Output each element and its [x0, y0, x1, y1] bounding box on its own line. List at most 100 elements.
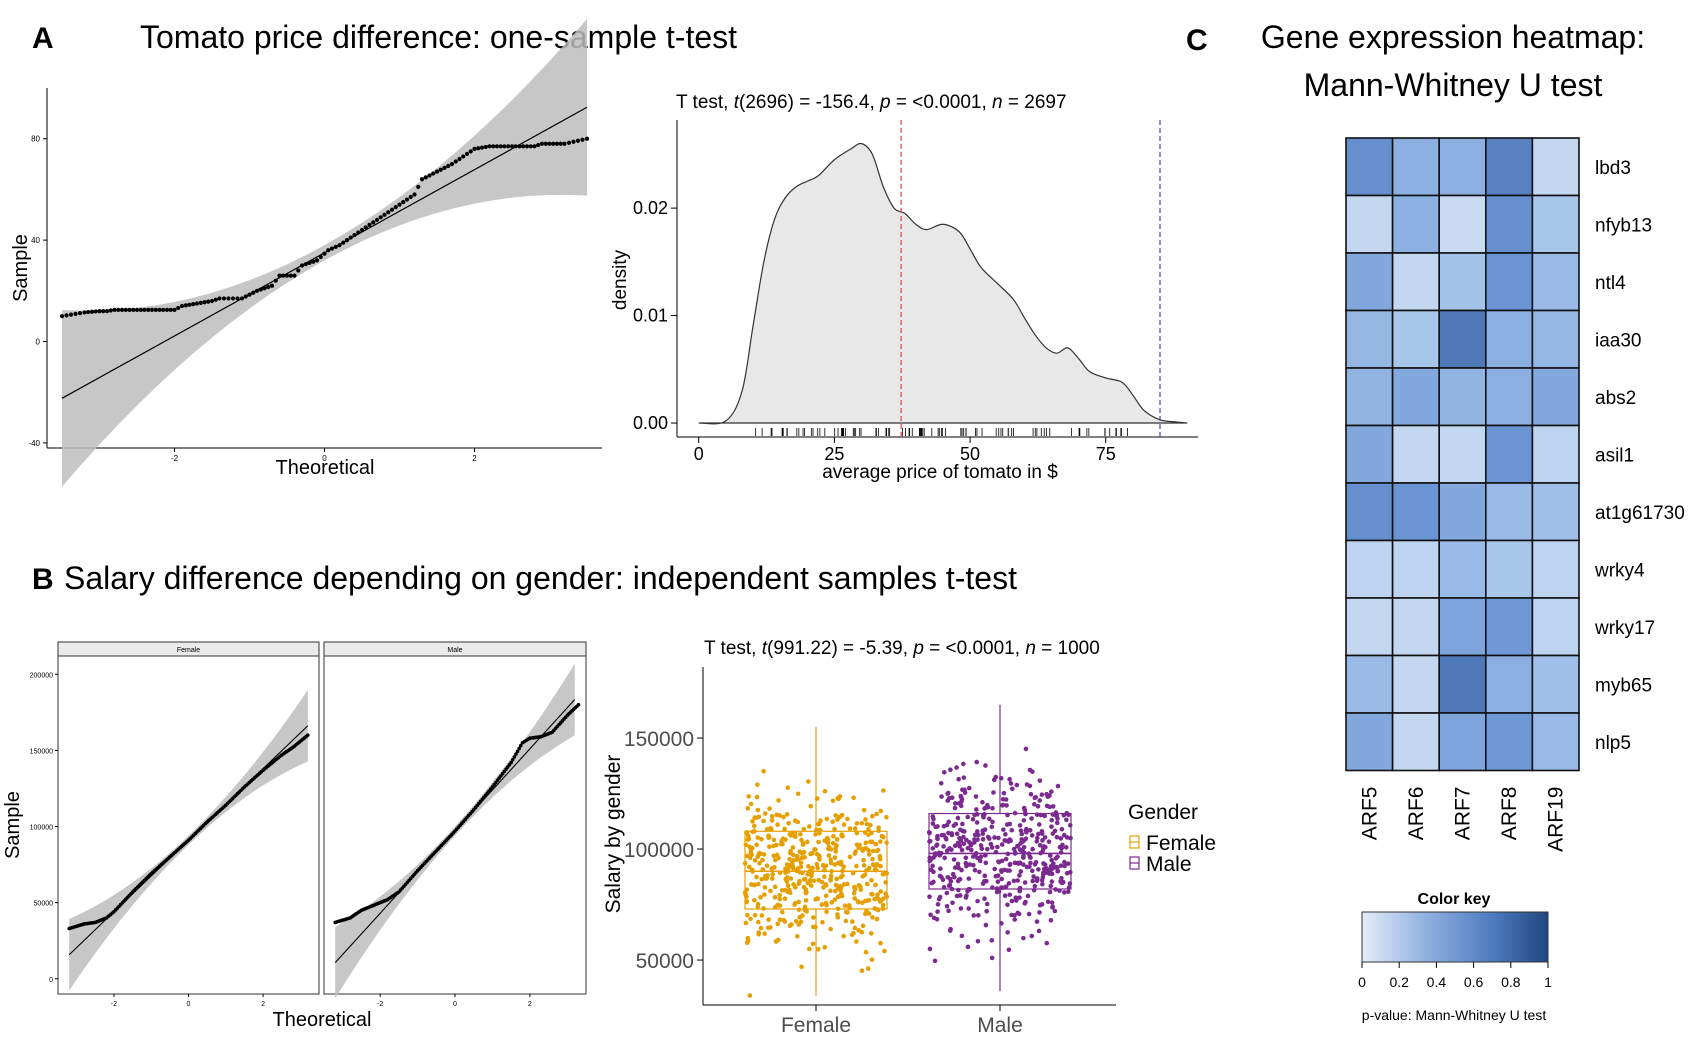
heatmap-cell: [1531, 712, 1580, 772]
b-box-point-female: [878, 808, 884, 814]
b-box-point-male: [1052, 908, 1058, 914]
b-box-point-female: [743, 920, 749, 926]
heatmap-cell: [1438, 194, 1487, 254]
a-qq-point: [517, 144, 522, 149]
a-qq-point: [176, 305, 181, 311]
b-box-point-female: [859, 968, 865, 974]
a-qq-point: [239, 296, 245, 301]
b-box-point-female: [851, 884, 857, 890]
heatmap-cell: [1345, 252, 1394, 312]
a-qq-point: [434, 169, 440, 174]
b-box-point-male: [959, 847, 965, 853]
b-box-point-female: [820, 862, 826, 868]
b-box-point-female: [874, 811, 879, 817]
b-box-point-male: [930, 863, 935, 869]
b-box-point-male: [1000, 803, 1005, 808]
b-box-point-male: [944, 903, 950, 909]
b-box-point-female: [794, 933, 800, 939]
b-box-point-male: [927, 946, 933, 952]
heatmap-row-label: at1g61730: [1595, 503, 1685, 524]
heatmap-cell: [1438, 597, 1487, 657]
panel-a-letter: A: [32, 22, 54, 55]
b-box-point-male: [1055, 868, 1060, 874]
b-box-point-female: [746, 794, 752, 799]
heatmap-cell: [1531, 597, 1580, 657]
heatmap-row-label: wrky17: [1594, 618, 1655, 639]
heatmap-cell: [1485, 482, 1534, 542]
b-box-point-male: [1031, 874, 1036, 879]
b-box-point-female: [744, 940, 750, 945]
b-box-point-female: [861, 807, 867, 813]
b-box-point-male: [1005, 930, 1010, 935]
b-box-point-male: [951, 823, 957, 828]
b-box-point-male: [971, 862, 976, 868]
b-qq-x-tick-label: -2: [377, 1001, 383, 1008]
b-box-point-female: [765, 826, 770, 832]
heatmap-cell: [1345, 712, 1394, 772]
b-box-point-male: [1039, 792, 1045, 797]
a-qq-point: [258, 287, 263, 292]
b-box-point-female: [820, 919, 825, 925]
a-density-subtitle: T test, t(2696) = -156.4, p = <0.0001, n…: [676, 92, 1067, 113]
b-box-point-female: [801, 849, 807, 855]
b-box-point-female: [785, 883, 791, 889]
heatmap-cell: [1391, 712, 1440, 772]
b-box-point-female: [862, 898, 868, 904]
b-box-point-female: [823, 900, 829, 906]
heatmap-row-label: abs2: [1595, 388, 1636, 409]
heatmap-row-label: nlp5: [1595, 733, 1631, 754]
b-box-point-female: [767, 844, 772, 849]
b-box-point-female: [745, 805, 751, 811]
b-box-point-female: [841, 933, 847, 939]
heatmap-cell: [1345, 482, 1394, 542]
panel-b-box-plot: T test, t(991.22) = -5.39, p = <0.0001, …: [602, 638, 1216, 1037]
b-box-point-male: [999, 876, 1004, 882]
b-box-point-male: [1049, 900, 1055, 905]
b-box-point-female: [759, 876, 764, 882]
a-qq-point: [269, 283, 275, 288]
b-box-point-male: [935, 824, 940, 829]
a-qq-point: [547, 141, 552, 146]
heatmap-cell: [1531, 482, 1580, 542]
b-box-point-male: [989, 955, 995, 961]
b-box-point-female: [868, 839, 873, 845]
b-legend-label: Male: [1146, 853, 1192, 876]
b-box-point-male: [1028, 860, 1033, 866]
b-box-point-male: [1040, 881, 1045, 887]
b-box-point-female: [839, 891, 844, 897]
b-box-point-male: [932, 958, 938, 964]
b-box-point-male: [931, 816, 936, 822]
b-box-point-male: [1022, 880, 1028, 885]
b-box-point-male: [1017, 823, 1023, 828]
b-box-point-male: [1037, 842, 1043, 848]
b-box-point-female: [856, 899, 861, 905]
b-box-x-tick-label: Female: [781, 1014, 851, 1037]
a-qq-point: [483, 144, 488, 150]
heatmap-row-label: nfyb13: [1595, 215, 1652, 236]
b-box-point-female: [774, 812, 780, 818]
b-box-point-male: [967, 862, 973, 867]
b-qq-x-label: Theoretical: [273, 1009, 372, 1031]
b-box-point-female: [756, 881, 761, 887]
b-box-point-male: [927, 858, 933, 864]
b-qq-point: [576, 702, 581, 707]
b-box-point-male: [948, 879, 954, 884]
b-box-point-male: [966, 785, 972, 791]
b-box-point-male: [1047, 889, 1053, 895]
a-qq-point: [404, 197, 410, 202]
b-box-point-female: [852, 896, 858, 901]
b-box-point-male: [966, 876, 972, 881]
b-box-point-male: [941, 844, 946, 849]
b-box-point-female: [845, 816, 850, 822]
b-box-point-male: [990, 805, 995, 811]
b-box-point-female: [854, 821, 860, 826]
b-box-point-male: [1046, 839, 1052, 845]
b-box-point-female: [776, 798, 781, 803]
subtitle-part: p: [912, 638, 924, 659]
b-qq-facet-male: Male -2 0 2: [323, 641, 587, 1008]
b-box-point-male: [1008, 781, 1014, 786]
a-qq-point: [329, 246, 335, 251]
b-box-point-male: [964, 893, 969, 898]
a-qq-point: [363, 225, 368, 230]
b-box-point-female: [875, 847, 881, 853]
